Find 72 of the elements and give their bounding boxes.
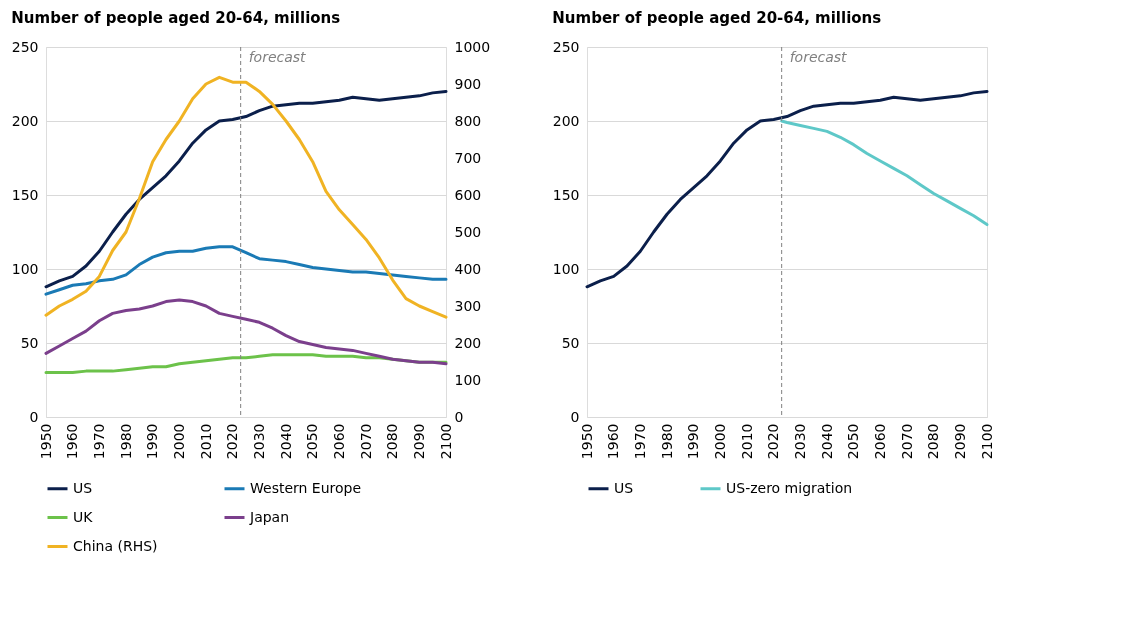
y2-tick-label: 0 (454, 408, 464, 425)
legend-label: US (614, 479, 634, 496)
legend-label: Japan (249, 508, 290, 525)
y-tick-label: 150 (11, 186, 39, 203)
y2-tick-label: 100 (454, 371, 482, 388)
chart-title: Number of people aged 20-64, millions (552, 9, 882, 27)
y2-tick-label: 1000 (454, 38, 491, 55)
y-tick-label: 250 (11, 38, 39, 55)
x-tick-label: 2070 (357, 423, 374, 460)
ref-line-label: forecast (789, 49, 848, 65)
y2-tick-label: 500 (454, 223, 482, 240)
x-tick-label: 1970 (90, 423, 107, 460)
legend-label: US (73, 479, 93, 496)
x-tick-label: 1960 (605, 423, 622, 460)
y-tick-label: 200 (11, 112, 39, 129)
x-tick-label: 1990 (685, 423, 702, 460)
legend-label: China (RHS) (73, 537, 158, 554)
x-tick-label: 1990 (144, 423, 161, 460)
y-tick-label: 200 (552, 112, 580, 129)
y-tick-label: 150 (552, 186, 580, 203)
x-tick-label: 1980 (658, 423, 675, 460)
y2-tick-label: 800 (454, 112, 482, 129)
x-tick-label: 2010 (738, 423, 755, 460)
x-tick-label: 1950 (37, 423, 54, 460)
line-series (780, 119, 989, 227)
x-tick-label: 2030 (250, 423, 267, 460)
x-tick-label: 2040 (818, 423, 835, 460)
x-tick-label: 2010 (197, 423, 214, 460)
legend-label: UK (73, 508, 94, 525)
x-tick-label: 2100 (437, 423, 454, 460)
y2-tick-label: 600 (454, 186, 482, 203)
line-series (44, 245, 448, 296)
x-tick-label: 1950 (578, 423, 595, 460)
y2-tick-label: 400 (454, 260, 482, 277)
line-series (44, 75, 448, 319)
x-tick-label: 1980 (117, 423, 134, 460)
x-tick-label: 2090 (951, 423, 968, 460)
y-tick-label: 0 (570, 408, 580, 425)
x-tick-label: 1960 (64, 423, 81, 460)
x-tick-label: 2090 (410, 423, 427, 460)
x-tick-label: 2030 (791, 423, 808, 460)
y2-tick-label: 200 (454, 334, 482, 351)
y-tick-label: 100 (11, 260, 39, 277)
y-tick-label: 250 (552, 38, 580, 55)
x-tick-label: 2050 (304, 423, 321, 460)
legend-label: Western Europe (250, 479, 362, 496)
line-series (44, 298, 448, 366)
x-tick-label: 2060 (330, 423, 347, 460)
x-tick-label: 2080 (925, 423, 942, 460)
legend-label: US-zero migration (726, 479, 853, 496)
x-tick-label: 2100 (978, 423, 995, 460)
y2-tick-label: 900 (454, 75, 482, 92)
x-tick-label: 2060 (871, 423, 888, 460)
y-tick-label: 50 (20, 334, 39, 351)
x-tick-label: 2000 (711, 423, 728, 460)
x-tick-label: 2040 (277, 423, 294, 460)
x-tick-label: 2050 (845, 423, 862, 460)
y-tick-label: 100 (552, 260, 580, 277)
line-series (585, 89, 989, 289)
x-tick-label: 2020 (224, 423, 241, 460)
ref-line-label: forecast (248, 49, 307, 65)
x-tick-label: 1970 (631, 423, 648, 460)
y-tick-label: 50 (561, 334, 580, 351)
y2-tick-label: 300 (454, 297, 482, 314)
x-tick-label: 2020 (765, 423, 782, 460)
x-tick-label: 2000 (170, 423, 187, 460)
y2-tick-label: 700 (454, 149, 482, 166)
x-tick-label: 2080 (384, 423, 401, 460)
chart-title: Number of people aged 20-64, millions (11, 9, 341, 27)
y-tick-label: 0 (29, 408, 39, 425)
line-series (44, 89, 448, 289)
x-tick-label: 2070 (898, 423, 915, 460)
